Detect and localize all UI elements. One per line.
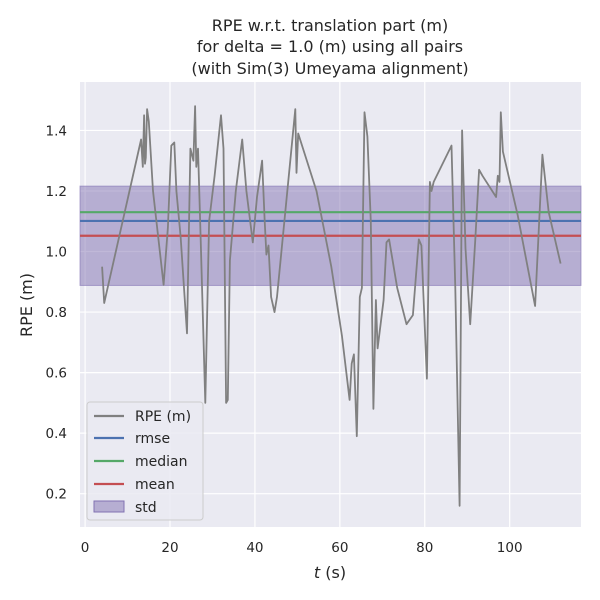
legend-box [86,401,204,521]
x-axis-label-unit: (s) [320,563,346,582]
legend-label-rpe: RPE (m) [135,409,191,425]
x-tick-label: 20 [161,540,178,556]
rpe-series-line [101,105,562,507]
y-tick-label: 0.6 [46,366,67,382]
x-axis-label-variable: t [314,563,321,582]
y-tick-label: 1.2 [46,184,67,200]
legend-label-rmse: rmse [135,431,170,447]
x-tick-label: 60 [331,540,348,556]
legend-label-std: std [135,500,157,516]
x-axis-label: t (s) [314,563,346,582]
legend-swatch-std [93,500,125,513]
tick-labels: 0 20 40 60 80 100 0.2 0.4 0.6 0.8 1.0 1.2 1.4 [46,123,523,556]
rpe-series-layer [101,105,562,507]
y-tick-label: 0.8 [46,305,67,321]
y-tick-label: 1.0 [46,245,67,261]
y-tick-label: 1.4 [46,123,67,139]
y-axis-label: RPE (m) [17,273,36,337]
y-tick-label: 0.4 [46,426,67,442]
legend-label-mean: mean [135,477,175,493]
x-tick-label: 40 [246,540,263,556]
legend-label-median: median [135,454,187,470]
x-tick-label: 100 [497,540,523,556]
chart-title-line-1: RPE w.r.t. translation part (m) [212,16,448,35]
legend: RPE (m) rmse median mean std [86,401,204,521]
stat-lines-layer [80,211,581,237]
chart-title-line-2: for delta = 1.0 (m) using all pairs [197,37,463,56]
chart-title-line-3: (with Sim(3) Umeyama alignment) [191,59,468,78]
x-tick-label: 0 [81,540,90,556]
x-tick-label: 80 [416,540,433,556]
y-tick-label: 0.2 [46,487,67,503]
